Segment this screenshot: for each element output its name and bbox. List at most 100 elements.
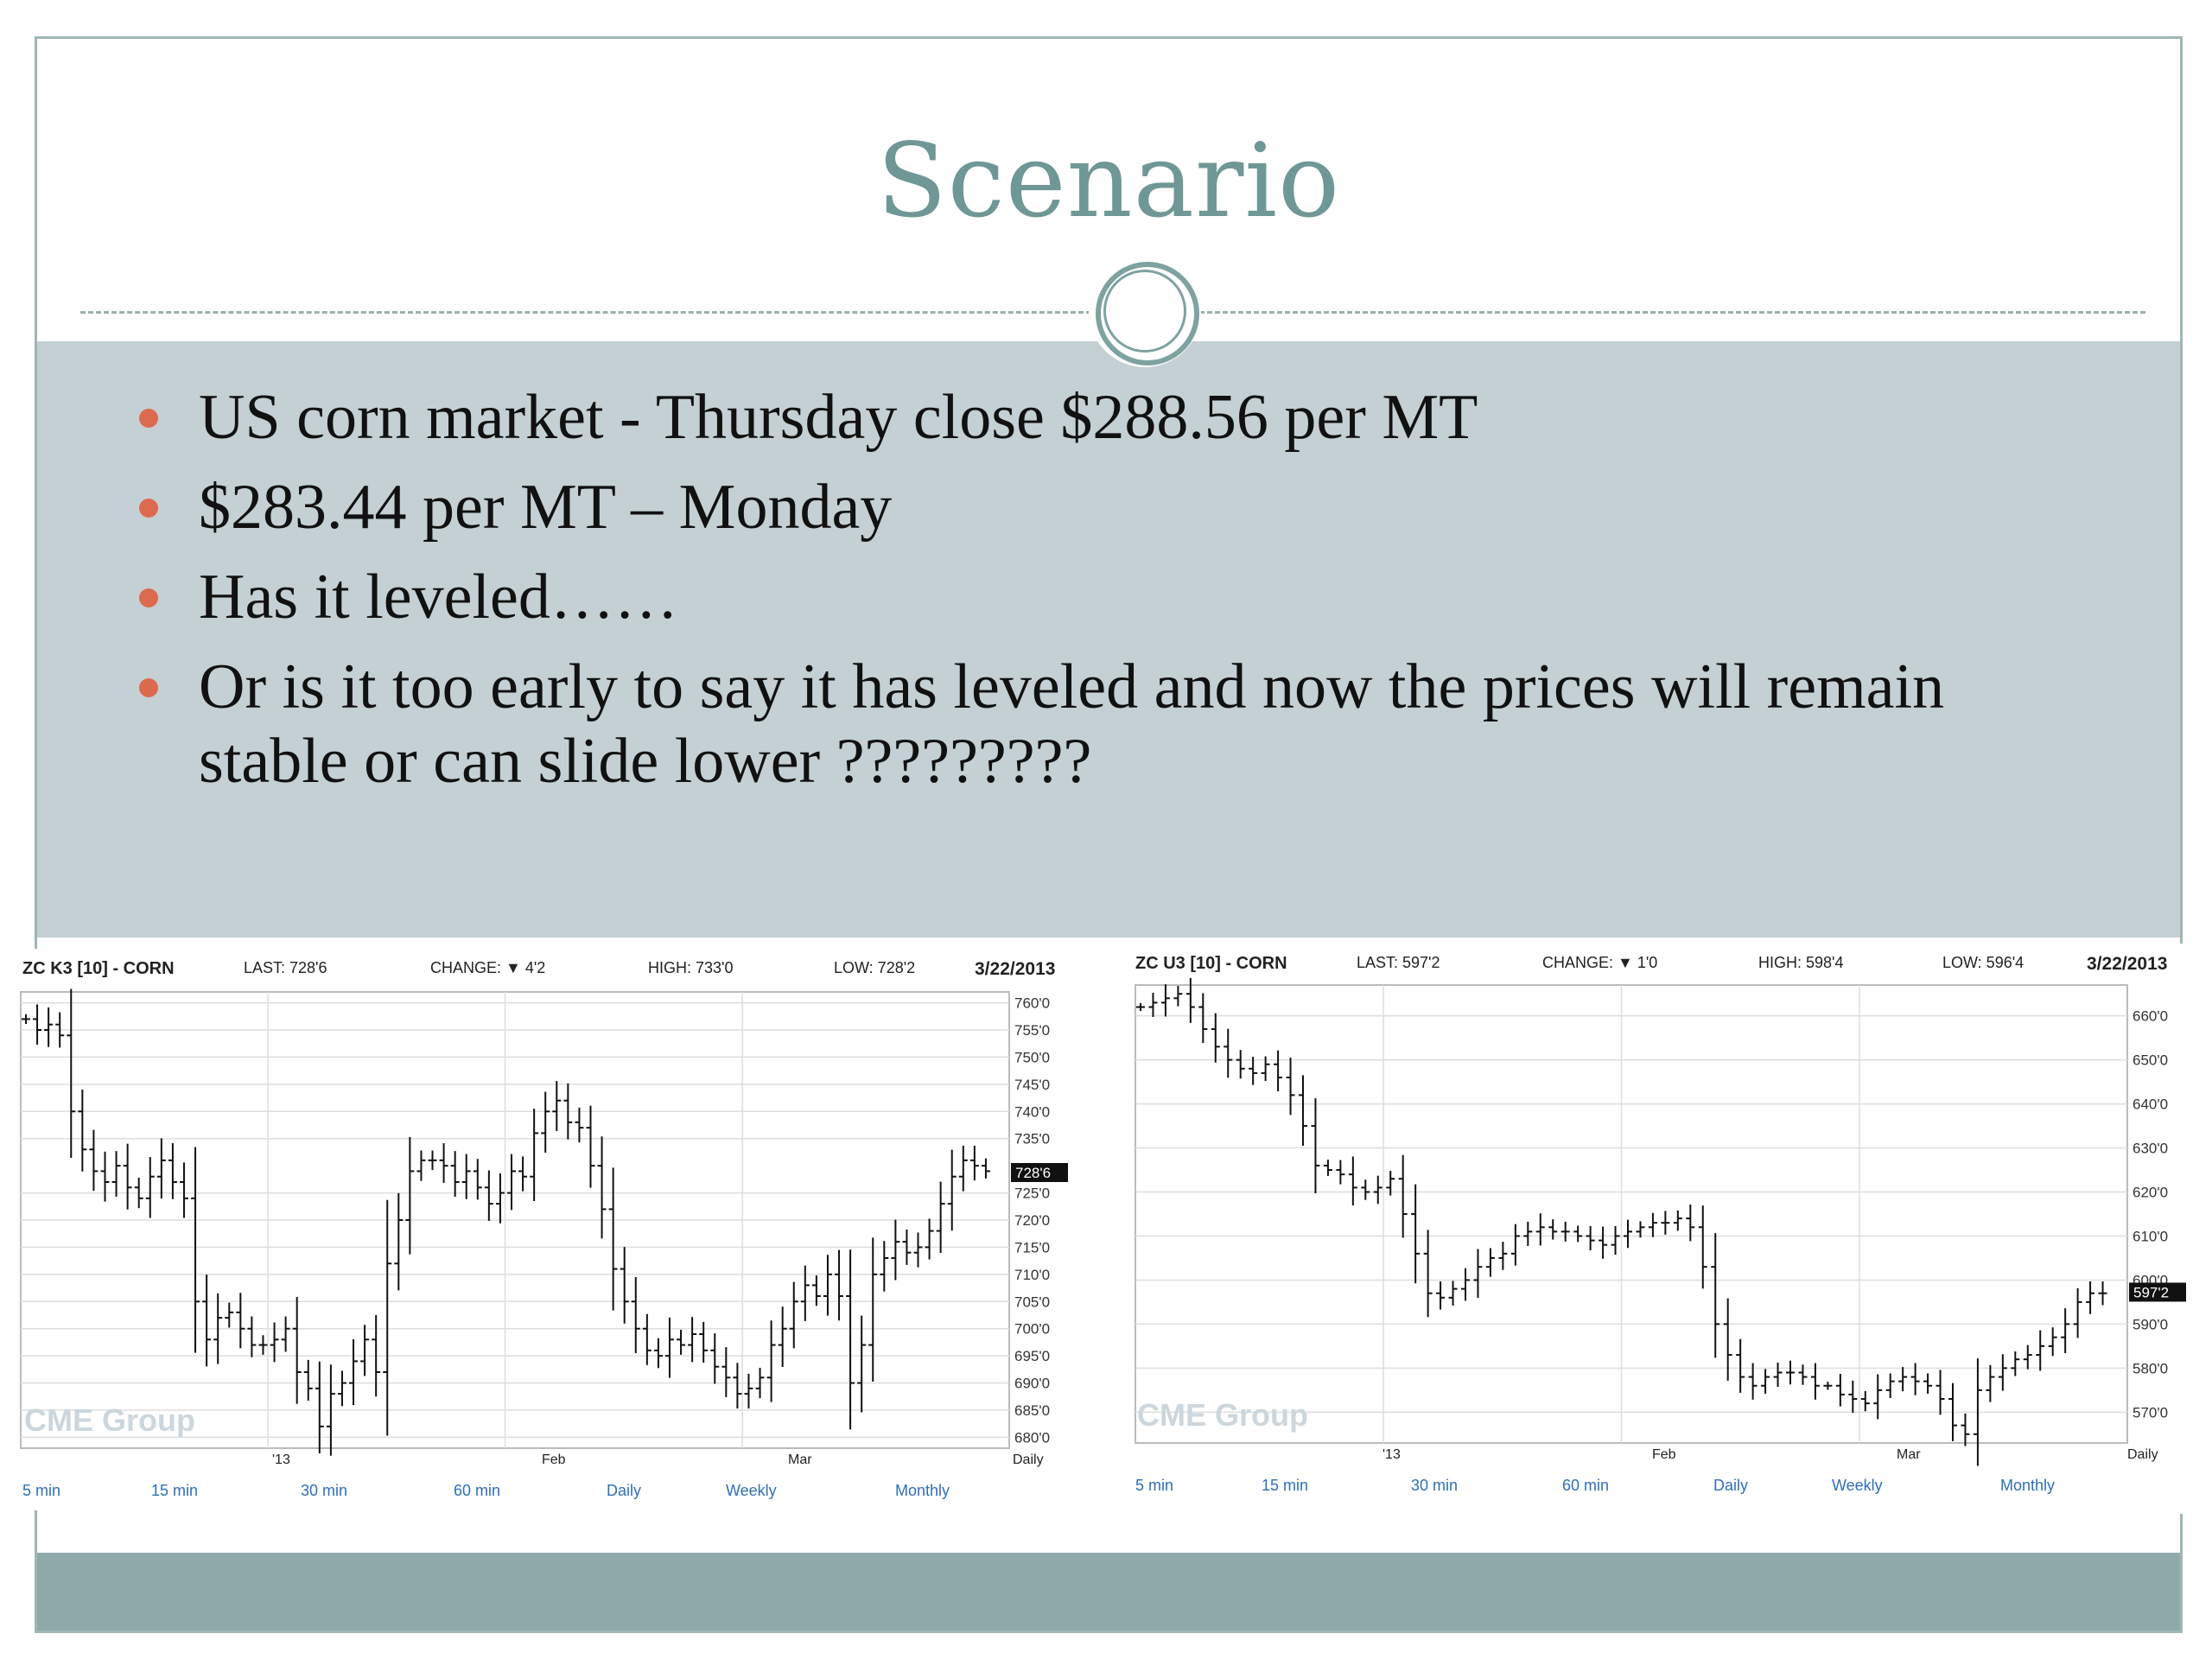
chart-change: CHANGE: ▼ 4'2 (430, 959, 546, 976)
footer-band (37, 1553, 2180, 1630)
price-bar (270, 1322, 279, 1363)
price-bar (473, 1159, 482, 1200)
price-bar (2023, 1344, 2032, 1370)
price-bar (925, 1218, 934, 1260)
price-bar (1648, 1212, 1657, 1237)
y-tick-label: 660'0 (2133, 1008, 2168, 1025)
price-bar (1661, 1211, 1670, 1235)
y-tick-label: 720'0 (1014, 1212, 1050, 1229)
price-bar (145, 1157, 155, 1218)
price-bar (1336, 1160, 1345, 1185)
price-bar (586, 1105, 595, 1188)
link-monthly[interactable]: Monthly (2000, 1477, 2056, 1494)
link-30min[interactable]: 30 min (301, 1482, 348, 1499)
price-bar (1986, 1364, 1995, 1402)
y-tick-label: 650'0 (2133, 1052, 2168, 1069)
price-bar (1586, 1226, 1595, 1251)
price-bar (1473, 1249, 1483, 1299)
link-5min[interactable]: 5 min (22, 1482, 61, 1499)
price-bar (530, 1109, 539, 1201)
price-bar (315, 1361, 324, 1453)
link-monthly[interactable]: Monthly (895, 1482, 950, 1499)
price-bar (902, 1230, 912, 1265)
price-bar (1185, 977, 1195, 1023)
price-bar (811, 1275, 821, 1306)
price-bar (439, 1143, 448, 1183)
price-bar (981, 1158, 990, 1179)
link-5min[interactable]: 5 min (1135, 1477, 1174, 1494)
price-bar (495, 1173, 505, 1224)
chart-symbol: ZC U3 [10] - CORN (1135, 954, 1287, 973)
price-bar (1160, 984, 1170, 1017)
price-bar (1723, 1298, 1732, 1381)
price-bar (1398, 1154, 1408, 1238)
link-15min[interactable]: 15 min (151, 1482, 199, 1499)
chart-change: CHANGE: ▼ 1'0 (1542, 954, 1658, 971)
price-bar (394, 1192, 404, 1291)
price-bar (688, 1317, 697, 1363)
link-60min[interactable]: 60 min (454, 1482, 501, 1499)
price-bar (1673, 1210, 1682, 1231)
price-bar (631, 1277, 640, 1353)
price-bar (1286, 1058, 1295, 1116)
price-bar (721, 1347, 731, 1397)
price-bar (360, 1325, 370, 1376)
price-bar (653, 1338, 663, 1369)
price-bar (258, 1335, 268, 1355)
price-bar (699, 1321, 709, 1363)
price-bar (1936, 1370, 1945, 1415)
price-bar (1510, 1224, 1520, 1266)
cme-watermark: CME Group (24, 1402, 195, 1438)
price-bar (1498, 1242, 1508, 1270)
bullet-dot-icon (139, 409, 158, 428)
price-bar (1548, 1219, 1558, 1240)
price-bar (958, 1145, 968, 1192)
price-bar (179, 1162, 188, 1218)
price-bar (1898, 1367, 1908, 1392)
price-bar (67, 988, 76, 1159)
price-bar (450, 1151, 460, 1197)
link-15min[interactable]: 15 min (1262, 1477, 1309, 1494)
price-bar (1636, 1221, 1645, 1238)
price-bar (891, 1219, 900, 1281)
price-bar (337, 1370, 346, 1407)
link-daily[interactable]: Daily (607, 1482, 642, 1499)
price-bar (823, 1255, 832, 1316)
bullet-item: US corn market - Thursday close $288.56 … (89, 380, 2076, 454)
price-bar (563, 1083, 573, 1140)
link-weekly[interactable]: Weekly (726, 1482, 777, 1499)
circle-ornament-icon (1089, 255, 1201, 367)
price-bar (1873, 1374, 1883, 1420)
price-bar (947, 1149, 957, 1231)
price-bar (507, 1154, 516, 1211)
link-daily[interactable]: Daily (1713, 1477, 1749, 1494)
price-bar (1961, 1413, 1970, 1446)
link-60min[interactable]: 60 min (1562, 1477, 1610, 1494)
price-bar (518, 1156, 528, 1192)
link-30min[interactable]: 30 min (1411, 1477, 1459, 1494)
price-bar (1299, 1075, 1307, 1147)
price-bar (416, 1150, 426, 1181)
title-divider-right (1199, 311, 2145, 314)
price-bar (191, 1147, 200, 1353)
content-band (37, 341, 2180, 938)
price-bar (913, 1232, 923, 1268)
price-bar (292, 1296, 302, 1404)
chart-low: LOW: 728'2 (834, 959, 916, 976)
y-tick-label: 630'0 (2133, 1141, 2168, 1157)
y-tick-label: 695'0 (1014, 1348, 1050, 1364)
price-bar (846, 1249, 855, 1430)
price-bar (1573, 1225, 1583, 1243)
title-divider-left (80, 311, 1091, 314)
last-price-marker (1011, 1163, 1068, 1182)
price-bar (100, 1151, 110, 1202)
price-bar (78, 1089, 87, 1172)
price-bar (664, 1317, 674, 1378)
price-bar (247, 1316, 257, 1357)
last-price-label: 597'2 (2133, 1284, 2169, 1300)
price-bar (1236, 1050, 1245, 1079)
x-label: '13 (272, 1452, 290, 1467)
link-weekly[interactable]: Weekly (1832, 1477, 1883, 1494)
price-bar (1761, 1369, 1770, 1394)
price-bar (1798, 1364, 1808, 1385)
